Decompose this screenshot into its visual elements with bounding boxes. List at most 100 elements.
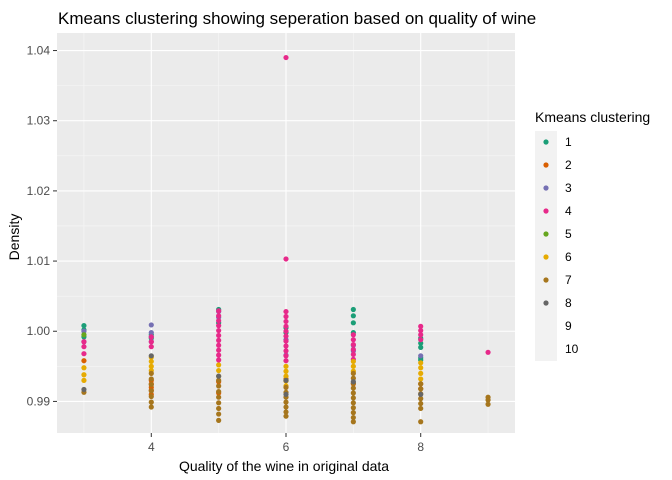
data-point-cluster-7 [350, 400, 356, 406]
data-point-cluster-4 [283, 353, 289, 359]
data-point-cluster-4 [283, 338, 289, 344]
data-point-cluster-4 [283, 358, 289, 364]
data-point-cluster-7 [283, 404, 289, 410]
data-point-cluster-2 [81, 358, 87, 364]
data-point-cluster-7 [148, 388, 154, 394]
data-point-cluster-7 [418, 419, 424, 425]
legend-key-7 [543, 277, 549, 283]
data-point-cluster-7 [148, 393, 154, 400]
legend-label-10: 10 [565, 342, 579, 356]
legend-key-8 [543, 300, 549, 306]
data-point-cluster-4 [216, 347, 222, 353]
data-point-cluster-3 [148, 330, 154, 336]
x-tick-label: 6 [283, 440, 290, 454]
data-point-cluster-6 [283, 363, 289, 369]
data-point-cluster-1 [81, 323, 87, 329]
data-point-cluster-4 [283, 333, 289, 339]
data-point-cluster-4 [148, 339, 154, 345]
data-point-cluster-7 [418, 381, 424, 387]
data-point-cluster-4 [216, 337, 222, 343]
data-point-cluster-4 [216, 327, 222, 334]
data-point-cluster-8 [283, 391, 289, 398]
data-point-cluster-7 [216, 377, 222, 383]
data-point-cluster-4 [350, 337, 356, 343]
data-point-cluster-4 [350, 341, 356, 348]
y-axis: 0.99 1.00 1.01 1.02 1.03 1.04 [27, 44, 57, 408]
data-point-cluster-7 [216, 400, 222, 406]
legend-key-4 [543, 208, 549, 214]
data-point-cluster-7 [350, 405, 356, 411]
x-tick-label: 8 [417, 440, 424, 454]
legend-key-1 [543, 139, 549, 145]
data-point-cluster-7 [216, 411, 222, 417]
data-point-cluster-1 [350, 320, 356, 326]
data-point-cluster-3 [148, 322, 154, 328]
data-point-cluster-3 [418, 353, 424, 359]
data-point-cluster-7 [216, 388, 222, 395]
data-point-cluster-7 [148, 399, 154, 405]
data-point-cluster-4 [418, 327, 424, 334]
data-point-cluster-4 [350, 346, 356, 353]
data-point-cluster-7 [485, 401, 491, 407]
data-point-cluster-1 [350, 306, 356, 313]
x-axis: 4 6 8 [148, 433, 424, 454]
data-point-cluster-7 [283, 413, 289, 419]
data-point-cluster-4 [283, 318, 289, 325]
legend-label-7: 7 [565, 273, 572, 287]
data-point-cluster-4 [216, 332, 222, 339]
data-point-cluster-4 [216, 342, 222, 348]
y-tick-label: 1.03 [27, 114, 51, 128]
data-point-cluster-4 [418, 332, 424, 338]
data-point-cluster-6 [81, 365, 87, 371]
y-tick-label: 1.04 [27, 44, 51, 58]
data-point-cluster-4 [283, 323, 289, 329]
data-point-cluster-4 [216, 318, 222, 324]
data-point-cluster-8 [283, 377, 289, 383]
data-point-cluster-6 [216, 362, 222, 368]
data-point-cluster-7 [350, 410, 356, 416]
data-point-cluster-4 [283, 328, 289, 334]
data-point-cluster-6 [148, 363, 154, 369]
data-point-cluster-6 [81, 377, 87, 383]
legend-label-3: 3 [565, 181, 572, 195]
data-point-cluster-6 [283, 368, 289, 374]
legend-key-6 [543, 254, 549, 260]
data-point-cluster-7 [216, 417, 222, 423]
legend-label-4: 4 [565, 204, 572, 218]
data-point-cluster-7 [418, 405, 424, 412]
data-point-cluster-7 [283, 409, 289, 415]
data-point-cluster-7 [350, 385, 356, 391]
data-point-cluster-1 [350, 313, 356, 319]
data-point-cluster-4 [283, 256, 289, 262]
data-point-cluster-7 [350, 390, 356, 396]
data-point-cluster-8 [216, 373, 222, 379]
data-point-cluster-4 [216, 323, 222, 329]
data-point-cluster-4 [216, 357, 222, 363]
data-point-cluster-4 [148, 334, 154, 340]
data-point-cluster-6 [350, 358, 356, 365]
data-point-cluster-5 [81, 332, 87, 338]
data-point-cluster-6 [148, 358, 154, 365]
data-point-cluster-4 [283, 348, 289, 354]
data-point-cluster-6 [81, 372, 87, 378]
data-point-cluster-7 [418, 396, 424, 402]
legend-key-2 [543, 162, 549, 168]
data-point-cluster-7 [216, 405, 222, 412]
data-point-cluster-4 [148, 344, 154, 350]
data-point-cluster-7 [350, 419, 356, 425]
data-point-cluster-7 [350, 395, 356, 401]
chart-title: Kmeans clustering showing seperation bas… [58, 9, 536, 28]
data-point-cluster-6 [216, 367, 222, 374]
points-layer [81, 54, 491, 425]
data-point-cluster-7 [283, 384, 289, 390]
data-point-cluster-7 [350, 370, 356, 376]
legend-label-5: 5 [565, 227, 572, 241]
y-tick-label: 1.02 [27, 184, 51, 198]
data-point-cluster-4 [81, 344, 87, 350]
data-point-cluster-7 [148, 370, 154, 376]
data-point-cluster-7 [148, 404, 154, 410]
data-point-cluster-7 [216, 394, 222, 400]
legend-key-5 [543, 231, 549, 237]
data-point-cluster-8 [148, 353, 154, 359]
